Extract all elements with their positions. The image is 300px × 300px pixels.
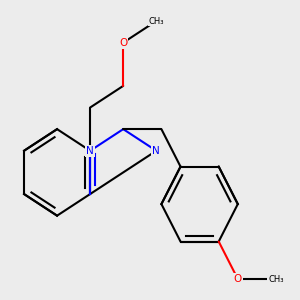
Text: N: N — [152, 146, 160, 156]
Text: O: O — [119, 38, 128, 48]
Text: CH₃: CH₃ — [148, 16, 164, 26]
Text: CH₃: CH₃ — [268, 274, 284, 284]
Text: O: O — [234, 274, 242, 284]
Text: N: N — [86, 146, 94, 156]
